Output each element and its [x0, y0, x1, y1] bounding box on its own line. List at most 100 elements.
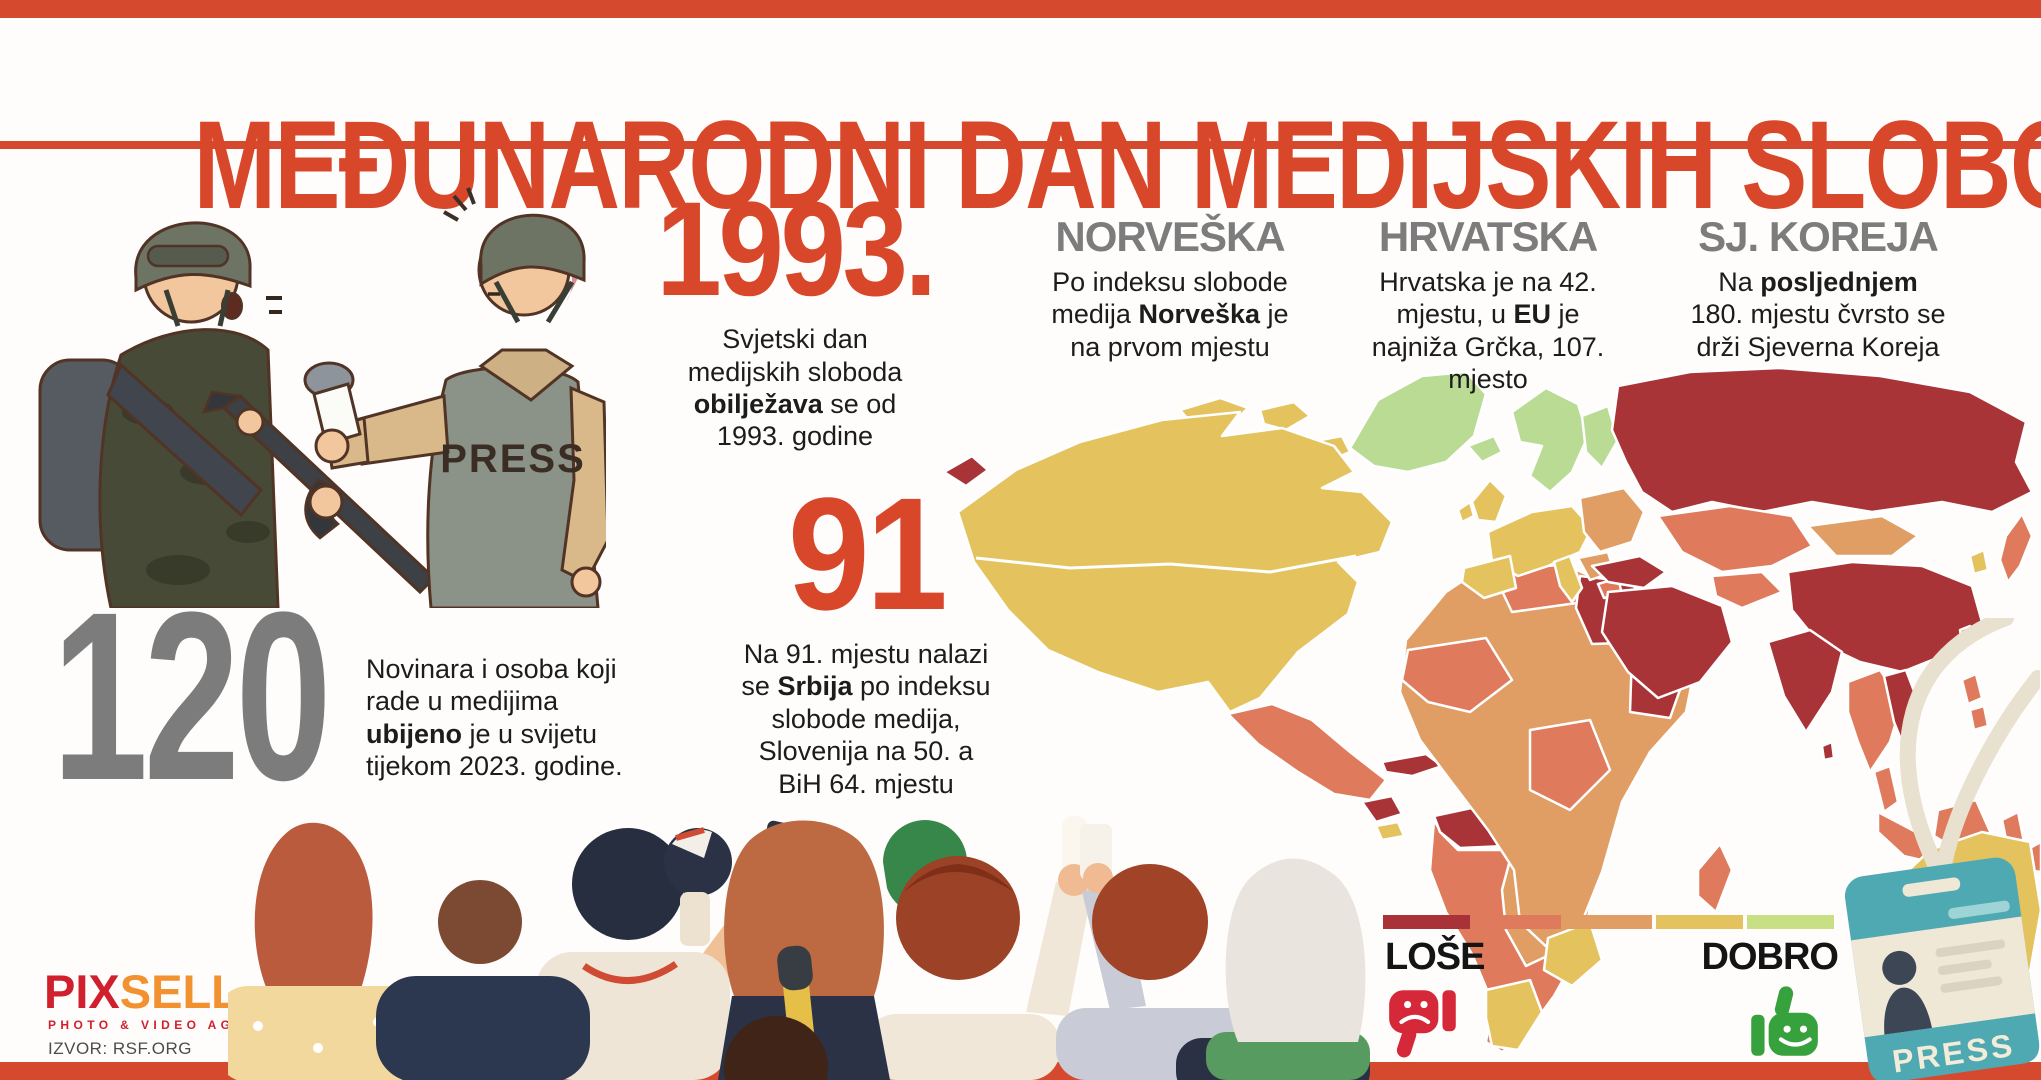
- stat-91-number: 91: [787, 464, 948, 643]
- map-region-iberia: [1460, 554, 1518, 600]
- press-badge-illustration: PRESS: [1844, 618, 2040, 1080]
- journalist-crowd-illustration: [228, 816, 1370, 1080]
- stat-1993-text-pre: Svjetski dan medijskih sloboda: [687, 324, 903, 387]
- crowd-person-auburn-mic: [866, 816, 1092, 1080]
- badge-photo-silhouette: [1882, 950, 1917, 985]
- country-croatia-text-post: je najniža Grčka, 107. mjesto: [1371, 299, 1605, 395]
- thumbs-up-icon: [1751, 986, 1818, 1056]
- soldier-figure: [38, 221, 437, 608]
- crowd-person-ginger: [228, 822, 422, 1080]
- press-badge-card: PRESS: [1844, 857, 2040, 1080]
- pixsell-wordmark-pix: PIX: [44, 965, 120, 1018]
- stat-91-text-bold: Srbija: [777, 671, 853, 702]
- map-region-central-asia: [1710, 570, 1784, 610]
- pixsell-wordmark: PIXSELL: [44, 968, 285, 1015]
- map-region-russia: [1610, 366, 2034, 514]
- stat-120-text: Novinara i osoba koji rade u medijima ub…: [366, 653, 624, 783]
- country-block-croatia: HRVATSKA Hrvatska je na 42. mjestu, u EU…: [1348, 216, 1628, 396]
- map-region-iceland: [1466, 434, 1504, 464]
- map-region-philippines: [1968, 704, 1990, 732]
- country-norway-header: NORVEŠKA: [1055, 213, 1285, 260]
- lanyard-strap: [1936, 670, 2040, 872]
- lanyard-strap: [1899, 618, 2014, 870]
- country-croatia-header: HRVATSKA: [1378, 213, 1598, 260]
- legend-label-bad: LOŠE: [1385, 936, 1485, 978]
- map-region-central-africa: [1528, 718, 1612, 812]
- stat-1993: 1993. Svjetski dan medijskih sloboda obi…: [630, 175, 960, 453]
- map-region-middle-east: [1600, 584, 1734, 700]
- stat-120-text-pre: Novinara i osoba koji rade u medijima: [366, 654, 617, 717]
- legend-color-scale: [1383, 915, 1838, 934]
- crowd-person-blonde: [1206, 858, 1370, 1080]
- title-wrap: MEĐUNARODNI DAN MEDIJSKIH SLOBODA: [0, 24, 2041, 300]
- map-region-mongolia: [1806, 514, 1920, 558]
- stat-91-text-post: po indeksu slobode medija, Slovenija na …: [758, 671, 991, 799]
- stat-91-text: Na 91. mjestu nalazi se Srbija po indeks…: [734, 638, 998, 800]
- map-region-madagascar: [1696, 842, 1734, 914]
- stat-1993-number: 1993.: [656, 175, 937, 324]
- title-divider: [0, 141, 2041, 149]
- press-vest-label: PRESS: [440, 437, 586, 481]
- crowd-person-navy-left: [376, 880, 590, 1080]
- country-norway-text-bold: Norveška: [1138, 299, 1261, 330]
- pixsell-tagline: PHOTO & VIDEO AGENCY: [48, 1018, 286, 1032]
- map-region-malay-peninsula: [1872, 764, 1900, 814]
- map-region-india: [1766, 628, 1844, 734]
- map-region-argentina: [1484, 978, 1544, 1052]
- top-red-bar: [0, 0, 2041, 18]
- stat-120-text-bold: ubijeno: [366, 718, 462, 749]
- country-croatia-text-bold: EU: [1513, 299, 1552, 330]
- country-nkorea-text-post: 180. mjestu čvrsto se drži Sjeverna Kore…: [1690, 299, 1946, 362]
- thumbs-down-icon: [1389, 990, 1456, 1058]
- stat-120: 120: [52, 576, 434, 816]
- country-block-norway: NORVEŠKA Po indeksu slobode medija Norve…: [1030, 216, 1310, 363]
- map-region-central-america: [1360, 794, 1404, 824]
- map-region-uk: [1470, 478, 1508, 524]
- country-croatia-text-pre: Hrvatska je na 42. mjestu, u: [1379, 267, 1597, 330]
- legend-label-good: DOBRO: [1701, 936, 1839, 978]
- legend-swatch-medium: [1565, 915, 1652, 929]
- map-region-sri-lanka: [1820, 740, 1836, 762]
- legend-swatch-best: [1747, 915, 1834, 929]
- page-title: MEĐUNARODNI DAN MEDIJSKIH SLOBODA: [193, 95, 2041, 236]
- map-region-chukotka: [942, 454, 990, 488]
- country-block-north-korea: SJ. KOREJA Na posljednjem 180. mjestu čv…: [1678, 216, 1958, 363]
- map-region-north-america: [956, 410, 1394, 714]
- crowd-person-white-cap: [664, 827, 732, 946]
- pixsell-wordmark-sell: SELL: [119, 965, 240, 1018]
- country-nkorea-header: SJ. KOREJA: [1698, 213, 1939, 260]
- stat-1993-text-post: se od 1993. godine: [716, 389, 897, 452]
- country-norway-text-pre: Po indeksu slobode medija: [1051, 267, 1288, 330]
- legend-swatch-bad: [1474, 915, 1561, 929]
- stat-1993-text-bold: obilježava: [693, 389, 823, 420]
- map-region-ireland: [1456, 500, 1476, 524]
- map-region-greenland: [1348, 370, 1488, 474]
- map-region-italy: [1552, 554, 1584, 604]
- map-region-cuba: [1380, 752, 1444, 778]
- map-region-south-korea: [1968, 548, 1990, 576]
- country-nkorea-text-pre: Na: [1718, 267, 1761, 297]
- country-croatia-text: Hrvatska je na 42. mjestu, u EU je najni…: [1351, 266, 1625, 396]
- crowd-person-afro-mic: [724, 945, 828, 1080]
- map-region-japan: [1998, 512, 2034, 584]
- map-border-us-canada: [975, 554, 1357, 574]
- country-norway-text: Po indeksu slobode medija Norveška je na…: [1036, 266, 1304, 363]
- legend-swatch-worst: [1383, 915, 1470, 929]
- map-region-west-africa: [1400, 636, 1514, 714]
- map-region-turkey: [1590, 554, 1668, 590]
- map-region-sumatra: [1876, 810, 1932, 864]
- press-reporter-figure: PRESS: [303, 187, 606, 608]
- country-norway-text-post: je na prvom mjestu: [1070, 299, 1289, 362]
- map-region-mexico: [1226, 702, 1388, 802]
- pixsell-logo: PIXSELL PHOTO & VIDEO AGENCY IZVOR: RSF.…: [44, 968, 285, 1057]
- stat-91: 91 Na 91. mjestu nalazi se Srbija po ind…: [716, 464, 1016, 800]
- map-region-kazakhstan: [1656, 504, 1814, 574]
- map-region-costa-rica: [1374, 820, 1406, 842]
- legend-swatch-good: [1656, 915, 1743, 929]
- map-region-scandinavia: [1510, 386, 1590, 494]
- map-region-arctic-islands: [1258, 400, 1312, 432]
- country-nkorea-text: Na posljednjem 180. mjestu čvrsto se drž…: [1689, 266, 1947, 363]
- map-region-philippines: [1960, 672, 1984, 706]
- stat-120-text-post: je u svijetu tijekom 2023. godine.: [366, 718, 623, 782]
